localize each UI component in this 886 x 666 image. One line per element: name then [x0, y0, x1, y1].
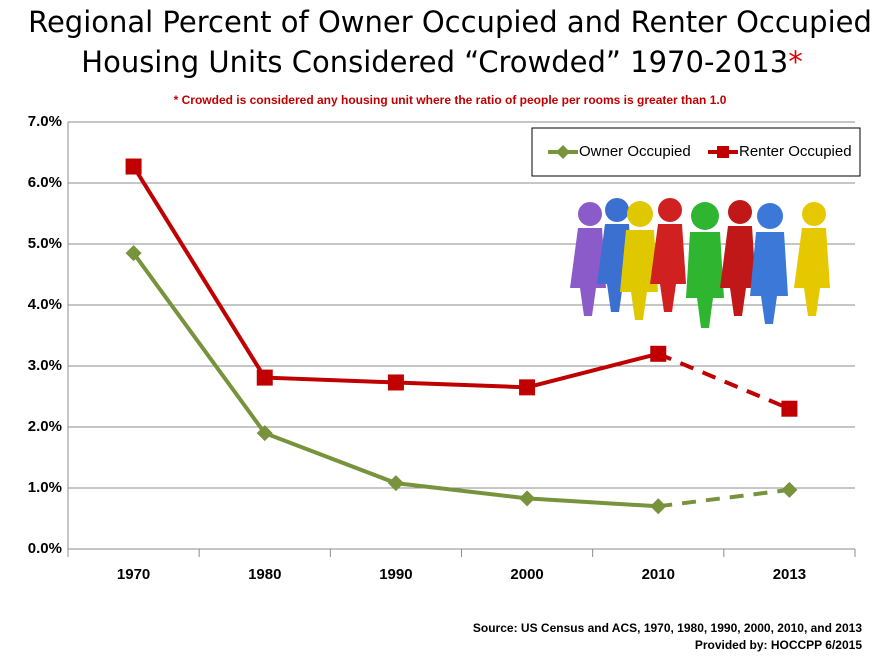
legend-box — [531, 127, 861, 177]
legend-label: Owner Occupied — [579, 143, 691, 160]
marker — [387, 475, 404, 492]
legend-label: Renter Occupied — [739, 143, 852, 160]
y-tick-label: 6.0% — [28, 174, 62, 191]
title-text: Housing Units Considered “Crowded” 1970-… — [81, 45, 788, 79]
x-tick-label: 2000 — [510, 566, 543, 583]
x-tick-label: 1980 — [248, 566, 281, 583]
chart-title: Housing Units Considered “Crowded” 1970-… — [81, 45, 802, 79]
marker — [256, 369, 273, 386]
series-line — [131, 165, 791, 411]
y-tick-label: 3.0% — [28, 357, 62, 374]
marker — [650, 498, 667, 515]
x-tick-label: 2013 — [773, 566, 806, 583]
subtitle: * Crowded is considered any housing unit… — [174, 93, 727, 107]
y-tick-label: 7.0% — [28, 113, 62, 130]
x-tick-label: 1970 — [117, 566, 150, 583]
marker — [387, 374, 404, 391]
x-tick-label: 2010 — [642, 566, 675, 583]
legend-marker — [717, 146, 729, 158]
marker — [650, 345, 667, 362]
marker — [781, 481, 798, 498]
marker — [125, 158, 142, 175]
marker — [256, 425, 273, 442]
chart-title: Regional Percent of Owner Occupied and R… — [28, 5, 872, 39]
y-tick-label: 4.0% — [28, 296, 62, 313]
y-tick-label: 0.0% — [28, 540, 62, 557]
people-illustration — [570, 198, 830, 328]
marker — [125, 245, 142, 262]
source: Provided by: HOCCPP 6/2015 — [695, 638, 863, 652]
marker — [781, 400, 798, 417]
legend-marker — [556, 145, 570, 159]
marker — [519, 490, 536, 507]
y-tick-label: 5.0% — [28, 235, 62, 252]
y-tick-label: 2.0% — [28, 418, 62, 435]
series-line — [131, 251, 790, 509]
x-tick-label: 1990 — [379, 566, 412, 583]
source: Source: US Census and ACS, 1970, 1980, 1… — [473, 621, 862, 635]
marker — [519, 379, 536, 396]
y-tick-label: 1.0% — [28, 479, 62, 496]
title-mark: * — [788, 45, 803, 79]
